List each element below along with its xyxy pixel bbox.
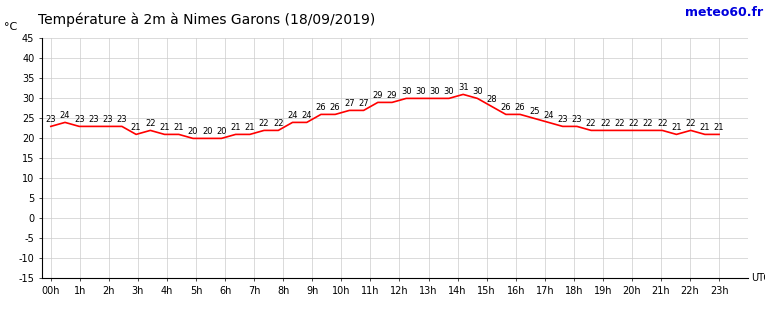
Text: 21: 21 bbox=[159, 124, 170, 132]
Text: meteo60.fr: meteo60.fr bbox=[685, 6, 763, 20]
Text: 22: 22 bbox=[600, 119, 610, 128]
Text: 21: 21 bbox=[230, 124, 241, 132]
Text: 22: 22 bbox=[629, 119, 639, 128]
Text: 22: 22 bbox=[145, 119, 155, 128]
Text: 27: 27 bbox=[344, 100, 355, 108]
Text: 30: 30 bbox=[444, 87, 454, 96]
Text: 23: 23 bbox=[88, 116, 99, 124]
Text: 26: 26 bbox=[316, 103, 327, 112]
Text: 21: 21 bbox=[245, 124, 255, 132]
Text: 31: 31 bbox=[457, 84, 468, 92]
Text: 26: 26 bbox=[515, 103, 526, 112]
Text: 23: 23 bbox=[74, 116, 85, 124]
Text: 30: 30 bbox=[401, 87, 412, 96]
Text: 23: 23 bbox=[558, 116, 568, 124]
Text: 22: 22 bbox=[586, 119, 597, 128]
Text: 27: 27 bbox=[358, 100, 369, 108]
Text: 22: 22 bbox=[259, 119, 269, 128]
Text: 26: 26 bbox=[500, 103, 511, 112]
Text: 25: 25 bbox=[529, 108, 539, 116]
Text: 22: 22 bbox=[614, 119, 625, 128]
Text: 21: 21 bbox=[671, 124, 682, 132]
Text: 21: 21 bbox=[131, 124, 142, 132]
Text: 24: 24 bbox=[301, 111, 312, 120]
Text: 30: 30 bbox=[415, 87, 426, 96]
Text: 24: 24 bbox=[288, 111, 298, 120]
Text: 23: 23 bbox=[45, 116, 56, 124]
Text: 20: 20 bbox=[216, 127, 226, 136]
Text: 28: 28 bbox=[487, 95, 497, 104]
Text: 23: 23 bbox=[103, 116, 113, 124]
Text: 20: 20 bbox=[187, 127, 198, 136]
Text: 22: 22 bbox=[657, 119, 668, 128]
Text: 22: 22 bbox=[685, 119, 696, 128]
Text: 26: 26 bbox=[330, 103, 340, 112]
Text: 22: 22 bbox=[273, 119, 284, 128]
Text: 24: 24 bbox=[60, 111, 70, 120]
Text: 23: 23 bbox=[116, 116, 127, 124]
Text: 30: 30 bbox=[429, 87, 440, 96]
Text: 21: 21 bbox=[714, 124, 724, 132]
Text: 21: 21 bbox=[700, 124, 710, 132]
Text: °C: °C bbox=[4, 22, 17, 32]
Text: Température à 2m à Nimes Garons (18/09/2019): Température à 2m à Nimes Garons (18/09/2… bbox=[38, 13, 376, 27]
Text: UTC: UTC bbox=[751, 273, 765, 284]
Text: 30: 30 bbox=[472, 87, 483, 96]
Text: 23: 23 bbox=[571, 116, 582, 124]
Text: 20: 20 bbox=[202, 127, 213, 136]
Text: 21: 21 bbox=[174, 124, 184, 132]
Text: 22: 22 bbox=[643, 119, 653, 128]
Text: 24: 24 bbox=[543, 111, 554, 120]
Text: 29: 29 bbox=[387, 92, 397, 100]
Text: 29: 29 bbox=[373, 92, 383, 100]
